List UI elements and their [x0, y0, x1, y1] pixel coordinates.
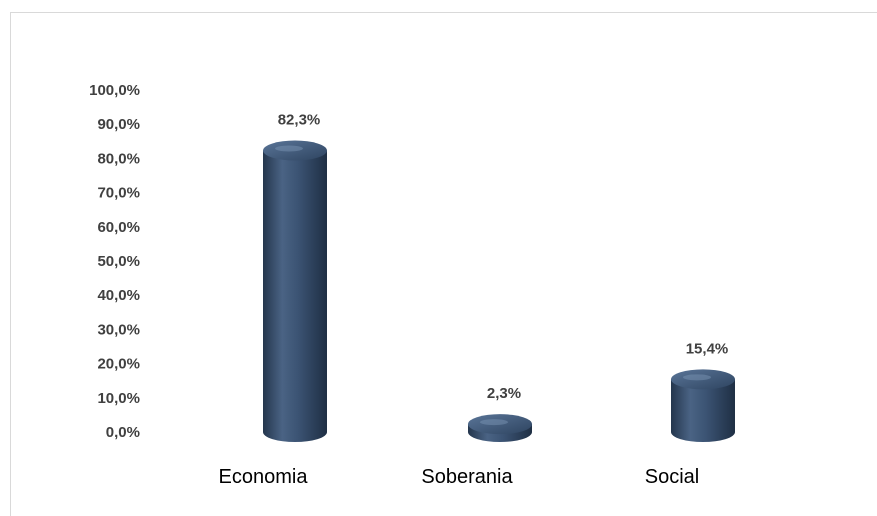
- bar-top: [263, 140, 327, 161]
- y-tick-label: 20,0%: [97, 356, 140, 373]
- bar-highlight: [275, 145, 303, 152]
- y-tick-label: 80,0%: [97, 150, 140, 167]
- y-tick-label: 30,0%: [97, 321, 140, 338]
- bar-body: [671, 379, 735, 442]
- bar-highlight: [480, 419, 508, 426]
- data-label: 2,3%: [487, 385, 521, 402]
- bar-economia: [263, 140, 327, 442]
- y-tick-label: 10,0%: [97, 390, 140, 407]
- y-axis: 0,0% 10,0% 20,0% 30,0% 40,0% 50,0% 60,0% 70,0% 8…: [89, 82, 140, 441]
- bar-top: [468, 414, 532, 435]
- x-axis: Economia Soberania Social: [219, 466, 700, 488]
- bar-body: [263, 150, 327, 442]
- x-tick-label: Social: [645, 466, 699, 488]
- y-tick-label: 0,0%: [106, 424, 140, 441]
- y-tick-label: 50,0%: [97, 253, 140, 270]
- bar-social: [671, 369, 735, 442]
- chart-frame: [10, 12, 877, 516]
- data-label: 15,4%: [686, 340, 729, 357]
- x-tick-label: Economia: [219, 466, 309, 488]
- bar-soberania: [468, 414, 532, 442]
- y-tick-label: 60,0%: [97, 219, 140, 236]
- y-tick-label: 70,0%: [97, 185, 140, 202]
- y-tick-label: 40,0%: [97, 287, 140, 304]
- data-label: 82,3%: [278, 112, 321, 129]
- y-tick-label: 100,0%: [89, 82, 140, 99]
- bar-highlight: [683, 374, 711, 381]
- x-tick-label: Soberania: [421, 466, 513, 488]
- bars: 82,3% 2,3% 15,4%: [263, 112, 735, 442]
- y-tick-label: 90,0%: [97, 116, 140, 133]
- bar-top: [671, 369, 735, 390]
